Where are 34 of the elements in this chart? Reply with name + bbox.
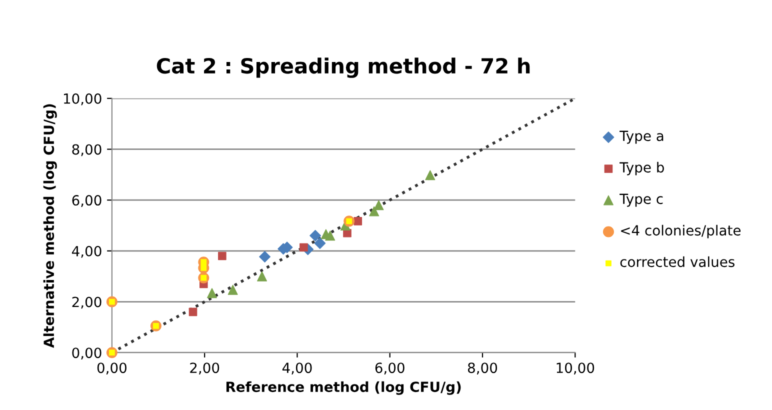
x-axis-title: Reference method (log CFU/g) (226, 381, 461, 395)
point (425, 170, 436, 180)
x-tick-label: 2,00 (190, 362, 220, 374)
point (300, 243, 308, 252)
y-tick-label: 4,00 (72, 246, 102, 258)
x-tick-label: 8,00 (468, 362, 498, 374)
legend-label: Type c (620, 194, 663, 207)
y-tick-label: 8,00 (72, 144, 102, 156)
point (259, 251, 271, 262)
y-axis-title: Alternative method (log CFU/g) (43, 104, 57, 348)
x-tick-label: 6,00 (375, 362, 404, 374)
point (314, 238, 326, 250)
point (228, 284, 238, 295)
y-tick-label: 6,00 (72, 195, 102, 207)
point (325, 230, 336, 241)
y-tick-label: 2,00 (72, 296, 102, 309)
x-tick-label: 0,00 (97, 362, 126, 374)
point (218, 252, 226, 260)
y-tick-label: 0,00 (72, 348, 102, 360)
legend-label: Type a (620, 130, 664, 144)
point (206, 288, 217, 298)
legend-label: corrected values (620, 256, 734, 268)
point (369, 206, 380, 216)
legend-label: Type b (620, 162, 664, 176)
legend-label: <4 colonies/plate (621, 224, 741, 238)
chart-title: Cat 2 : Spreading method - 72 h (156, 58, 530, 78)
point (188, 308, 198, 316)
point (374, 200, 384, 210)
x-tick-label: 4,00 (282, 362, 312, 374)
x-tick-label: 10,00 (556, 362, 594, 374)
point (354, 217, 362, 226)
point (257, 271, 268, 282)
point (310, 230, 322, 242)
y-tick-label: 10,00 (64, 93, 102, 106)
